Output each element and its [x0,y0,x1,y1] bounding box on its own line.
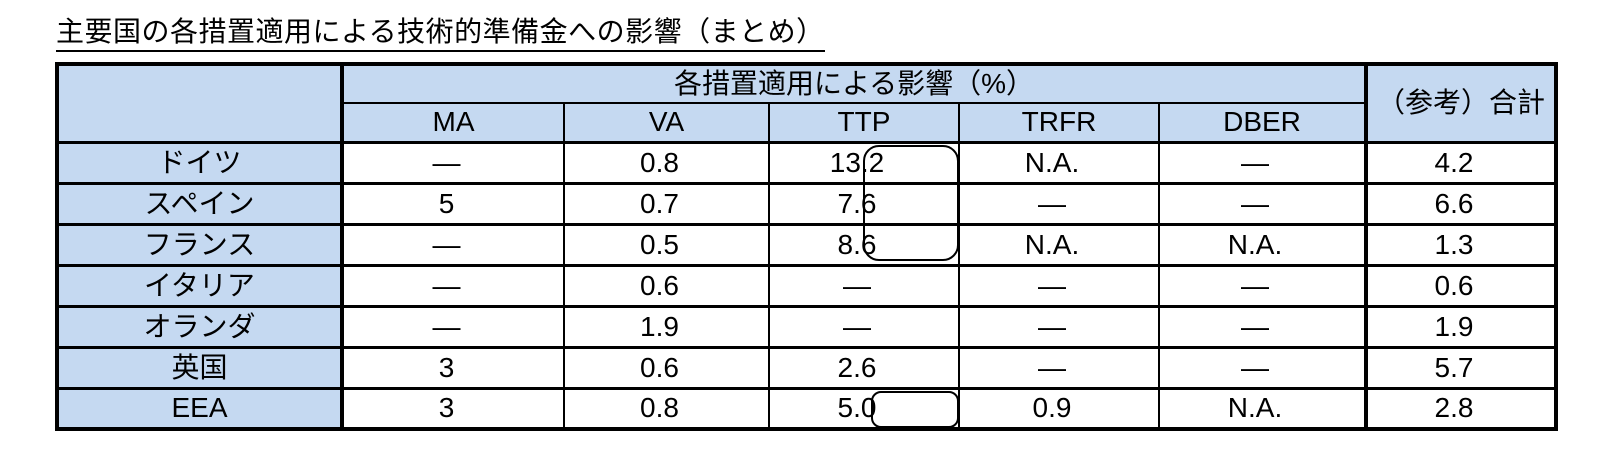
country-cell: ドイツ [56,140,344,185]
impact-table: 各措置適用による影響（%） （参考）合計 MA VA TTP TRFR DBER… [55,62,1558,431]
col-header-va: VA [563,102,770,144]
value-cell-trfr: — [958,345,1160,390]
value-cell-ma: 5 [341,181,565,226]
value-cell-ttp: 5.0 [768,386,960,431]
table-row-italy: イタリア — 0.6 — — — 0.6 [56,263,1557,308]
country-cell: フランス [56,222,344,267]
value-cell-trfr: — [958,304,1160,349]
value-cell-va: 0.5 [563,222,770,267]
value-cell-ma: — [341,140,565,185]
ref-total-header: （参考）合計 [1364,62,1557,144]
value-cell-va: 0.7 [563,181,770,226]
col-header-ma: MA [341,102,565,144]
value-cell-ttp: — [768,263,960,308]
value-cell-ma: 3 [341,386,565,431]
value-cell-dber: — [1158,304,1367,349]
corner-cell [56,62,344,144]
table-row-uk: 英国 3 0.6 2.6 — — 5.7 [56,345,1557,390]
total-cell: 1.3 [1364,222,1557,267]
value-cell-ttp: — [768,304,960,349]
country-cell: 英国 [56,345,344,390]
value-cell-dber: — [1158,140,1367,185]
value-cell-ttp: 13.2 [768,140,960,185]
col-header-trfr: TRFR [958,102,1160,144]
col-header-ttp: TTP [768,102,960,144]
total-cell: 1.9 [1364,304,1557,349]
figure-title: 主要国の各措置適用による技術的準備金への影響（まとめ） [56,15,825,52]
value-cell-va: 0.8 [563,140,770,185]
value-cell-dber: N.A. [1158,222,1367,267]
value-cell-va: 0.6 [563,345,770,390]
table-row-eea: EEA 3 0.8 5.0 0.9 N.A. 2.8 [56,386,1557,431]
table-row-netherlands: オランダ — 1.9 — — — 1.9 [56,304,1557,349]
value-cell-dber: — [1158,263,1367,308]
table-row-germany: ドイツ — 0.8 13.2 N.A. — 4.2 [56,140,1557,185]
country-cell: スペイン [56,181,344,226]
value-cell-ma: 3 [341,345,565,390]
total-cell: 4.2 [1364,140,1557,185]
value-cell-dber: N.A. [1158,386,1367,431]
value-cell-trfr: — [958,263,1160,308]
value-cell-trfr: N.A. [958,222,1160,267]
value-cell-ma: — [341,263,565,308]
total-cell: 0.6 [1364,263,1557,308]
value-cell-trfr: N.A. [958,140,1160,185]
total-cell: 2.8 [1364,386,1557,431]
header-row-measures: MA VA TTP TRFR DBER [57,102,1556,144]
table-row-spain: スペイン 5 0.7 7.6 — — 6.6 [56,181,1557,226]
value-cell-va: 1.9 [563,304,770,349]
group-header: 各措置適用による影響（%） [341,62,1367,104]
value-cell-ma: — [341,304,565,349]
value-cell-dber: — [1158,181,1367,226]
header-row-group: 各措置適用による影響（%） （参考）合計 [56,62,1557,144]
country-cell: オランダ [56,304,344,349]
value-cell-ma: — [341,222,565,267]
country-cell: EEA [56,386,344,431]
country-cell: イタリア [56,263,344,308]
table-row-france: フランス — 0.5 8.6 N.A. N.A. 1.3 [56,222,1557,267]
value-cell-trfr: 0.9 [958,386,1160,431]
total-cell: 6.6 [1364,181,1557,226]
col-header-dber: DBER [1158,102,1367,144]
value-cell-ttp: 7.6 [768,181,960,226]
value-cell-dber: — [1158,345,1367,390]
value-cell-ttp: 8.6 [768,222,960,267]
value-cell-va: 0.8 [563,386,770,431]
value-cell-va: 0.6 [563,263,770,308]
value-cell-ttp: 2.6 [768,345,960,390]
total-cell: 5.7 [1364,345,1557,390]
value-cell-trfr: — [958,181,1160,226]
